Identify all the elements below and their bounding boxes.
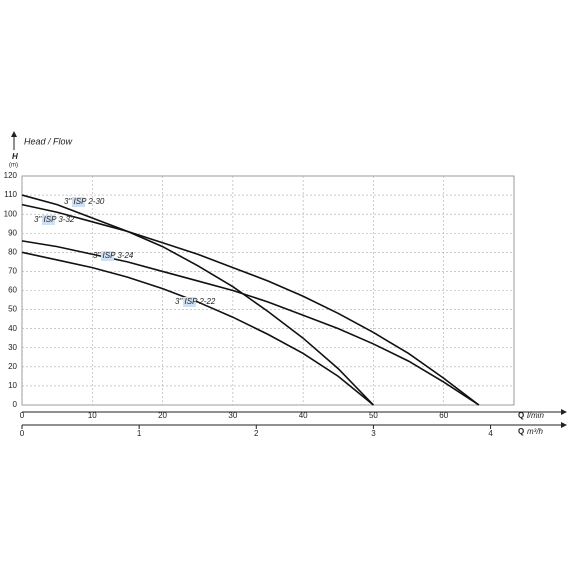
y-tick-label: 10 <box>8 381 17 390</box>
y-label: H <box>12 152 18 161</box>
curve-label: 3" ISP 2-30 <box>64 197 105 206</box>
x2-tick-label: 1 <box>137 429 142 438</box>
label-bg <box>72 197 85 207</box>
x2-unit: m³/h <box>527 427 544 436</box>
y-tick-label: 100 <box>4 209 18 218</box>
y-tick-label: 60 <box>8 286 17 295</box>
x-label: Q <box>518 411 524 420</box>
x-tick-label: 0 <box>20 411 25 420</box>
x-tick-label: 50 <box>369 411 378 420</box>
label-bg <box>183 297 196 307</box>
y-tick-label: 40 <box>8 324 17 333</box>
y-tick-label: 110 <box>4 190 17 199</box>
y-tick-label: 0 <box>13 400 18 409</box>
x2-tick-label: 4 <box>488 429 493 438</box>
x-tick-label: 20 <box>158 411 167 420</box>
y-tick-label: 70 <box>8 267 17 276</box>
y-tick-label: 20 <box>8 362 17 371</box>
x-tick-label: 60 <box>439 411 448 420</box>
curve <box>21 194 375 406</box>
x2-tick-label: 0 <box>20 429 25 438</box>
x-tick-label: 40 <box>299 411 308 420</box>
x2-tick-label: 2 <box>254 429 259 438</box>
x-unit: l/min <box>527 411 544 420</box>
label-bg <box>42 215 55 225</box>
curve <box>21 251 374 406</box>
x-tick-label: 10 <box>88 411 97 420</box>
x-tick-label: 30 <box>228 411 237 420</box>
y-tick-label: 80 <box>8 247 17 256</box>
curve-label: 3" ISP 3-32 <box>34 215 75 224</box>
curve-label: 3" ISP 3-24 <box>93 251 134 260</box>
title: Head / Flow <box>24 136 73 146</box>
x2-label: Q <box>518 427 524 436</box>
y-tick-label: 50 <box>8 305 17 314</box>
y-unit: (m) <box>9 163 18 169</box>
curve <box>21 240 480 406</box>
curve <box>21 203 480 406</box>
x2-tick-label: 3 <box>371 429 376 438</box>
label-bg <box>101 251 114 261</box>
y-tick-label: 120 <box>4 171 18 180</box>
y-tick-label: 90 <box>8 228 17 237</box>
curve-label: 3" ISP 2-22 <box>175 297 216 306</box>
y-tick-label: 30 <box>8 343 17 352</box>
